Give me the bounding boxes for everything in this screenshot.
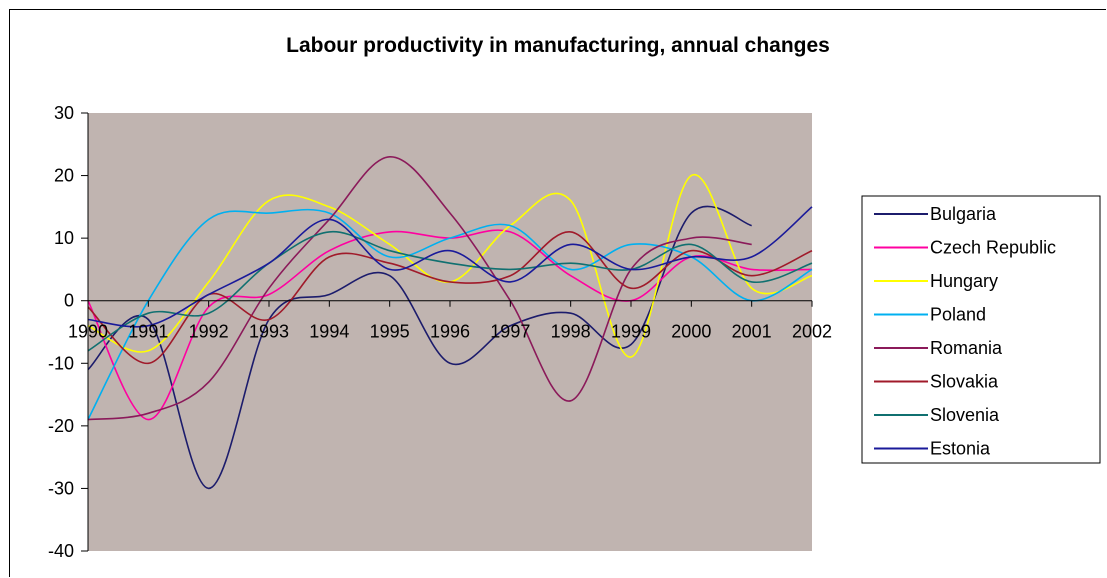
x-tick-label: 1994 <box>309 322 349 342</box>
y-tick-label: -10 <box>48 353 74 373</box>
chart-title: Labour productivity in manufacturing, an… <box>286 34 830 57</box>
x-tick-label: 1998 <box>551 322 591 342</box>
x-tick-label: 1996 <box>430 322 470 342</box>
x-tick-label: 2000 <box>671 322 711 342</box>
y-tick-label: -20 <box>48 416 74 436</box>
y-tick-label: 10 <box>54 228 74 248</box>
legend-label-romania: Romania <box>930 338 1003 358</box>
y-tick-label: 0 <box>64 291 74 311</box>
y-tick-label: 20 <box>54 166 74 186</box>
legend-label-poland: Poland <box>930 305 986 325</box>
x-tick-label: 1995 <box>370 322 410 342</box>
legend-label-czech-republic: Czech Republic <box>930 238 1056 258</box>
x-tick-label: 1993 <box>249 322 289 342</box>
legend-label-hungary: Hungary <box>930 271 998 291</box>
x-tick-label: 2002 <box>792 322 832 342</box>
x-tick-label: 1990 <box>68 322 108 342</box>
y-tick-label: -30 <box>48 478 74 498</box>
x-tick-label: 1991 <box>128 322 168 342</box>
y-tick-label: 30 <box>54 103 74 123</box>
legend-label-estonia: Estonia <box>930 439 991 459</box>
x-tick-label: 1992 <box>189 322 229 342</box>
legend-label-bulgaria: Bulgaria <box>930 204 997 224</box>
legend: Bulgaria Czech Republic Hungary Poland Roman… <box>862 196 1100 463</box>
legend-label-slovakia: Slovakia <box>930 372 999 392</box>
x-tick-label: 1997 <box>490 322 530 342</box>
x-tick-label: 2001 <box>732 322 772 342</box>
legend-label-slovenia: Slovenia <box>930 405 1000 425</box>
y-tick-label: -40 <box>48 541 74 561</box>
x-tick-label: 1999 <box>611 322 651 342</box>
